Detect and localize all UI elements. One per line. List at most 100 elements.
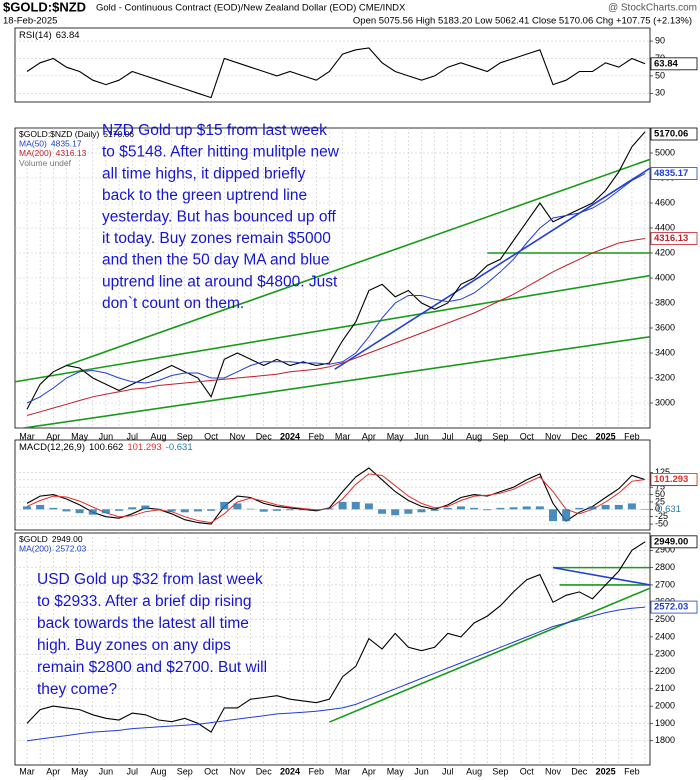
- histogram-bar: [62, 509, 71, 512]
- x-tick-label: Aug: [466, 766, 482, 776]
- histogram-bar: [378, 509, 387, 514]
- series-line: [26, 541, 646, 733]
- x-tick-label: Dec: [571, 766, 588, 776]
- x-tick-label: Jun: [99, 431, 114, 441]
- annotation-line: high. Buy zones on any dips: [37, 637, 231, 654]
- x-tick-label: Feb: [624, 766, 640, 776]
- x-tick-label: 2025: [596, 766, 616, 776]
- x-tick-label: Dec: [571, 431, 588, 441]
- histogram-bar: [299, 509, 308, 511]
- x-tick-label: Nov: [229, 431, 246, 441]
- x-tick-label: Mar: [335, 766, 351, 776]
- histogram-bar: [154, 508, 163, 510]
- x-tick-label: Nov: [229, 766, 246, 776]
- legend-value: 4835.17: [51, 139, 82, 149]
- value-box: [650, 232, 698, 245]
- histogram-bar: [36, 504, 45, 510]
- x-tick-label: Jul: [442, 431, 454, 441]
- x-tick-label: Jul: [442, 766, 454, 776]
- y-tick-label: 3800: [655, 297, 675, 307]
- trendline: [18, 335, 650, 428]
- histogram-bar: [167, 509, 176, 512]
- histogram-bar: [443, 507, 452, 510]
- y-tick-label: 2000: [655, 701, 675, 711]
- x-tick-label: Mar: [335, 431, 351, 441]
- histogram-bar: [456, 506, 465, 510]
- histogram-bar: [272, 509, 281, 511]
- y-tick-label: -50: [655, 518, 668, 528]
- panel-frame: [14, 27, 651, 103]
- y-tick-label: 75: [655, 482, 665, 492]
- x-tick-label: May: [387, 431, 405, 441]
- legend-value: 2572.03: [56, 544, 87, 554]
- y-tick-label: 2200: [655, 666, 675, 676]
- ohlc: Open 5075.56 High 5183.20 Low 5062.41 Cl…: [353, 16, 692, 27]
- legend-value: 2949.00: [52, 534, 83, 544]
- x-tick-label: Oct: [204, 766, 219, 776]
- histogram-bar: [115, 509, 124, 511]
- y-tick-label: 2400: [655, 631, 675, 641]
- value-box: [650, 127, 698, 141]
- panel-frame: [14, 532, 651, 766]
- series-line: [26, 238, 646, 416]
- x-tick-label: Jun: [414, 431, 429, 441]
- y-tick-label: 1900: [655, 718, 675, 728]
- value-box-label: -0.631: [654, 504, 681, 515]
- x-tick-label: 2025: [596, 431, 616, 441]
- value-box: [650, 535, 698, 549]
- y-tick-label: 2300: [655, 649, 675, 659]
- histogram-bar: [338, 501, 347, 510]
- y-tick-label: 3400: [655, 347, 675, 357]
- histogram-bar: [509, 507, 518, 510]
- x-tick-label: Feb: [624, 431, 640, 441]
- x-tick-label: 2024: [280, 431, 300, 441]
- histogram-bar: [614, 504, 623, 510]
- series-line: [26, 131, 646, 410]
- legend-value: -0.631: [166, 442, 193, 453]
- y-tick-label: 25: [655, 496, 665, 506]
- histogram-bar: [246, 508, 255, 510]
- histogram-bar: [601, 504, 610, 510]
- legend-value: 100.662: [89, 442, 123, 453]
- legend-name: MACD(12,26,9): [19, 442, 85, 453]
- legend-name: $GOLD: [19, 534, 48, 544]
- value-box-label: 5170.06: [654, 129, 688, 140]
- y-tick-label: 50: [655, 70, 665, 80]
- histogram-bar: [325, 508, 334, 510]
- value-box-label: 4316.13: [654, 233, 688, 244]
- histogram-bar: [641, 509, 650, 510]
- histogram-bar: [88, 509, 97, 515]
- value-box: [650, 600, 698, 614]
- histogram-bar: [588, 506, 597, 510]
- x-tick-label: Jul: [126, 766, 138, 776]
- histogram-bar: [128, 507, 137, 510]
- plot-area: [26, 541, 650, 742]
- trendline: [334, 167, 650, 370]
- x-tick-label: Dec: [256, 431, 273, 441]
- histogram-bar: [404, 509, 413, 514]
- series-line: [26, 47, 646, 99]
- annotation-line: all time highs, it dipped briefly: [102, 165, 306, 182]
- histogram-bar: [496, 507, 505, 510]
- legend-name: RSI(14): [19, 30, 52, 41]
- histogram-bar: [483, 509, 492, 511]
- histogram-bar: [193, 509, 202, 512]
- legend-entry: MA(200) 2572.03: [19, 544, 87, 554]
- y-tick-label: 2900: [655, 545, 675, 555]
- y-tick-label: 50: [655, 489, 665, 499]
- panel-frame: [14, 439, 651, 531]
- histogram-bar: [351, 501, 360, 510]
- histogram-bar: [364, 503, 373, 510]
- x-tick-label: Aug: [150, 431, 166, 441]
- y-tick-label: 0: [655, 504, 660, 514]
- annotation-line: it today. Buy zones remain $5000: [102, 230, 331, 247]
- histogram-bar: [286, 509, 294, 511]
- legend-entry: MA(200) 4316.13: [19, 148, 87, 158]
- x-tick-label: Mar: [19, 766, 35, 776]
- x-tick-label: Sep: [177, 431, 193, 441]
- annotation-line: back to the green uptrend line: [102, 187, 307, 204]
- y-tick-label: 1800: [655, 735, 675, 745]
- x-tick-label: May: [71, 766, 89, 776]
- legend-entry: $GOLD:$NZD (Daily) 5170.06: [19, 129, 134, 139]
- x-tick-label: Jun: [99, 766, 114, 776]
